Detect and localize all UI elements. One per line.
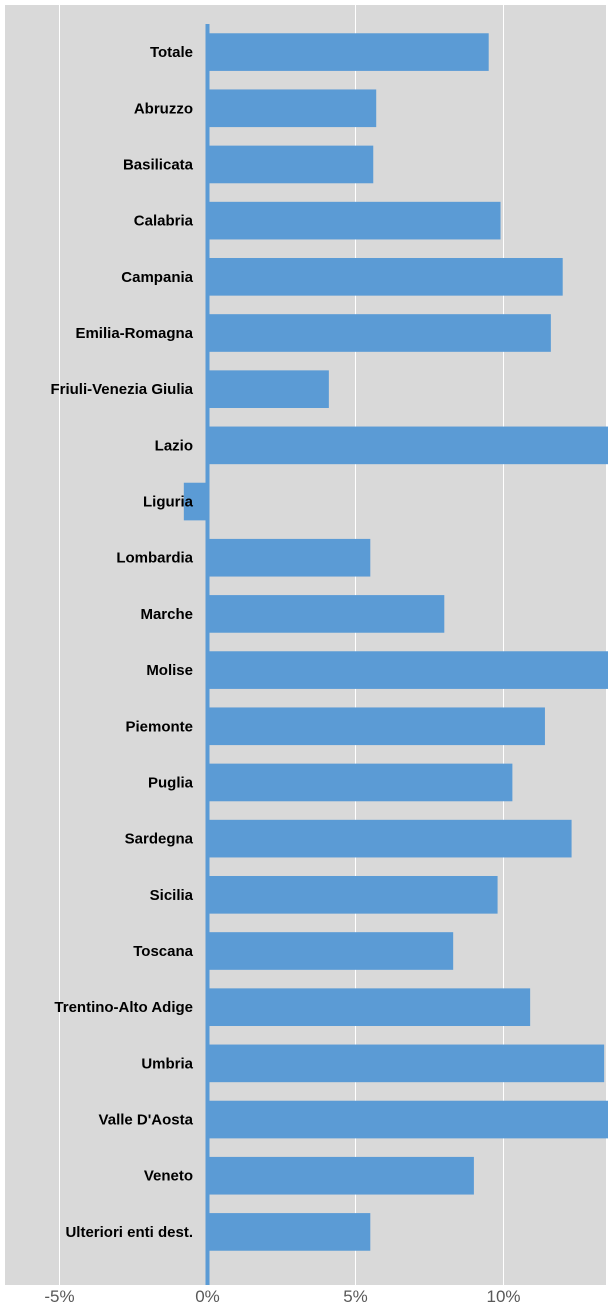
category-label-abruzzo: Abruzzo [134,100,193,117]
x-tick-labels: -10%-5%0%5%10%15%20%25% [44,1287,520,1306]
bar-lazio [207,426,608,465]
x-tick-label-neg5: -5% [44,1287,74,1306]
bar-sardegna [207,819,572,858]
bar-molise [207,651,608,689]
bar-calabria [207,201,501,240]
category-label-valle-d-aosta: Valle D'Aosta [99,1112,194,1129]
category-label-trentino-alto-adige: Trentino-Alto Adige [54,999,193,1016]
category-label-molise: Molise [146,662,193,679]
bar-sicilia [207,875,498,914]
bar-piemonte [207,707,545,746]
category-label-emilia-romagna: Emilia-Romagna [75,325,193,342]
x-tick-label-10: 10% [486,1287,520,1306]
bar-abruzzo [207,89,377,128]
category-label-basilicata: Basilicata [123,156,194,173]
bar-liguria [183,482,208,521]
category-label-campania: Campania [121,269,193,286]
category-label-calabria: Calabria [134,213,194,230]
bar-trentino-alto-adige [207,988,531,1027]
category-label-ulteriori-enti-dest: Ulteriori enti dest. [65,1224,193,1241]
category-label-toscana: Toscana [133,943,193,960]
category-label-lazio: Lazio [155,437,193,454]
bar-veneto [207,1156,474,1195]
bars [183,33,608,1251]
category-label-umbria: Umbria [141,1055,193,1072]
bar-umbria [207,1044,605,1083]
bar-lombardia [207,538,371,577]
bar-toscana [207,932,454,970]
category-label-sicilia: Sicilia [150,887,194,904]
bar-ulteriori-enti-dest [207,1213,371,1251]
bar-valle-d-aosta [207,1100,608,1139]
category-label-liguria: Liguria [143,494,194,511]
bar-totale [207,33,489,71]
category-label-marche: Marche [140,606,193,623]
category-label-lombardia: Lombardia [116,550,193,567]
plot-background [5,5,606,1285]
bar-puglia [207,763,513,802]
category-label-totale: Totale [150,44,193,61]
bar-friuli-venezia-giulia [207,370,329,409]
category-label-piemonte: Piemonte [125,718,193,735]
bar-emilia-romagna [207,314,551,352]
category-label-friuli-venezia-giulia: Friuli-Venezia Giulia [50,381,193,398]
bar-campania [207,257,563,296]
category-labels: Totale Abruzzo Basilicata Calabria Campania E… [50,44,193,1241]
category-label-veneto: Veneto [144,1168,193,1185]
bar-basilicata [207,145,374,184]
category-label-puglia: Puglia [148,774,194,791]
x-tick-label-0: 0% [195,1287,220,1306]
x-tick-label-5: 5% [343,1287,368,1306]
bar-marche [207,595,445,633]
category-label-sardegna: Sardegna [125,831,194,848]
